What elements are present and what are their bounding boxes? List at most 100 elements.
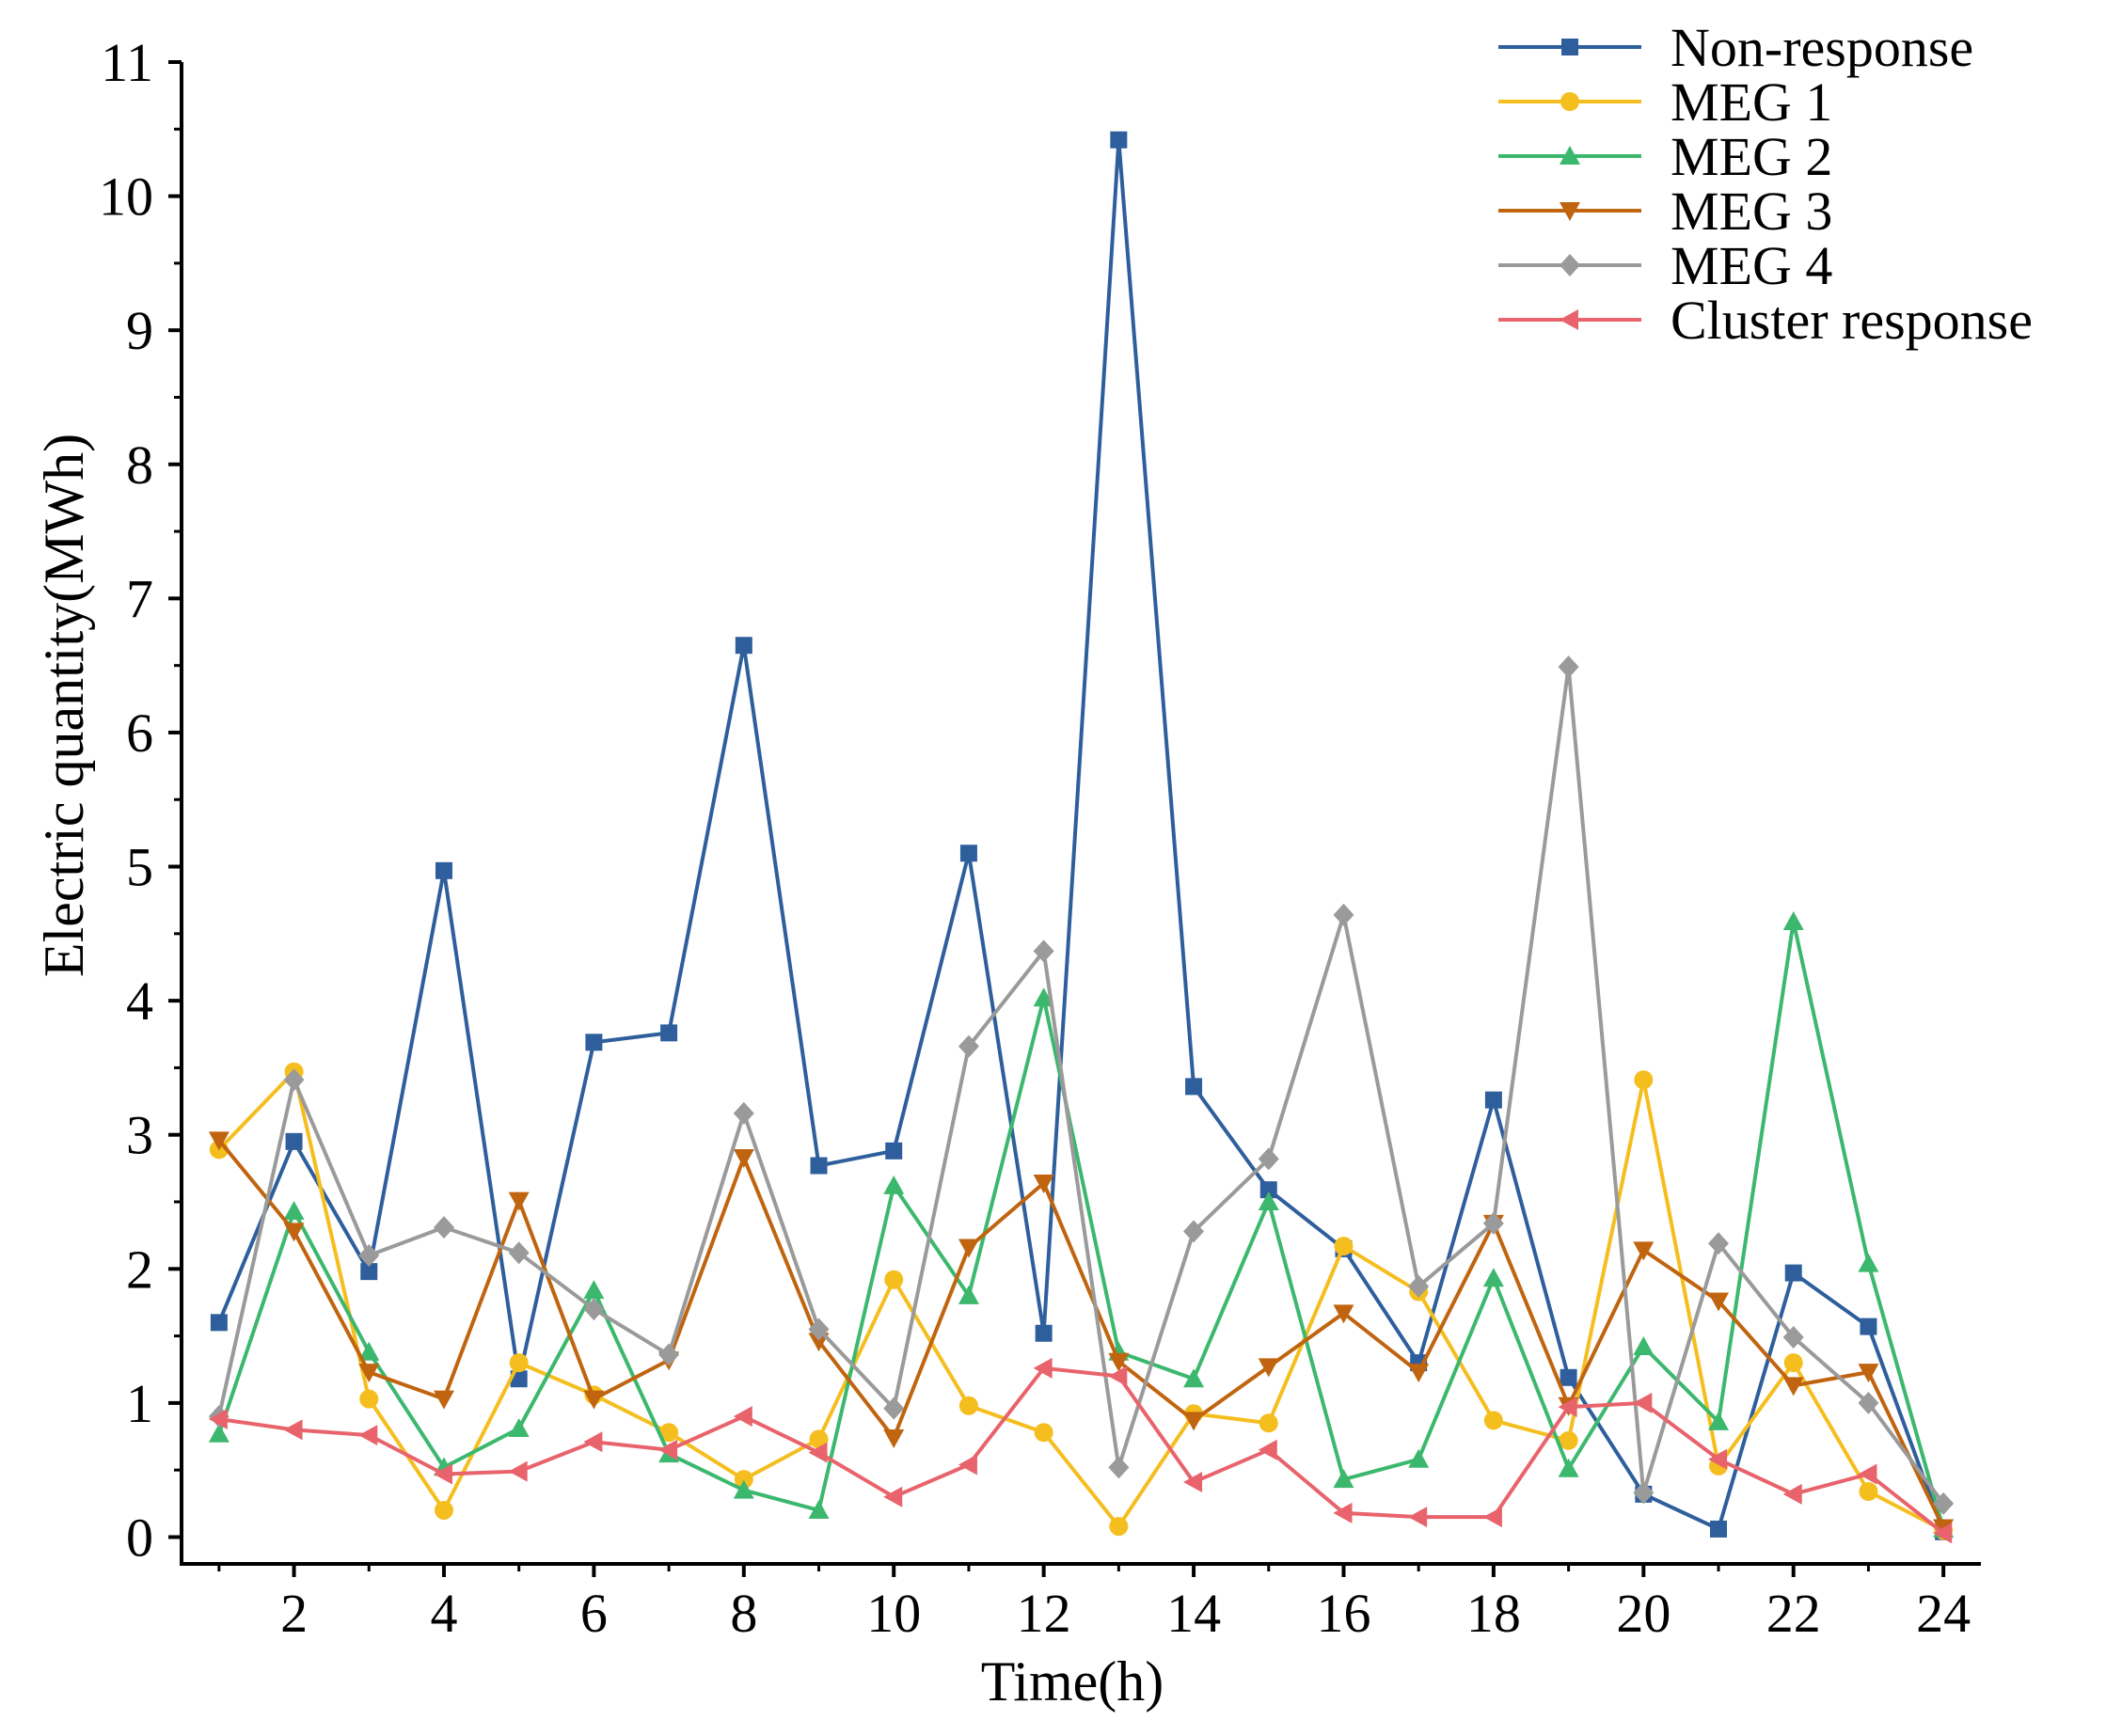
y-tick-label: 9 (126, 300, 153, 361)
data-point (208, 1423, 230, 1443)
data-point (508, 1460, 528, 1482)
data-point (1183, 1412, 1205, 1431)
x-tick-label: 14 (1166, 1583, 1221, 1644)
data-point (1708, 1448, 1728, 1470)
data-point (285, 1132, 303, 1150)
series-4 (208, 655, 1955, 1515)
y-tick-label: 2 (126, 1239, 153, 1300)
data-point (1558, 1397, 1577, 1418)
legend-label: MEG 3 (1671, 181, 1832, 242)
data-point (1259, 1181, 1277, 1199)
data-point (433, 1216, 454, 1239)
data-point (958, 1034, 979, 1058)
series-line (216, 919, 1946, 1530)
data-point (1558, 1458, 1579, 1477)
data-point (958, 1239, 979, 1258)
data-point (808, 1442, 828, 1463)
data-point (1259, 1413, 1278, 1433)
data-point (283, 1419, 303, 1441)
data-point (1483, 1411, 1503, 1430)
legend-label: MEG 2 (1671, 126, 1832, 187)
data-point (1558, 655, 1579, 679)
data-point (434, 1500, 453, 1520)
series-line (216, 665, 1945, 1506)
data-point (958, 1454, 977, 1476)
y-tick-label: 10 (99, 166, 153, 228)
data-point (958, 1285, 979, 1304)
data-point (1408, 1507, 1428, 1528)
data-point (1708, 1292, 1730, 1312)
data-point (1183, 1220, 1205, 1243)
data-point (1784, 1264, 1802, 1282)
data-point (208, 1409, 228, 1430)
series-line (217, 1139, 1945, 1529)
series-5 (208, 1357, 1953, 1544)
legend-marker (1560, 309, 1578, 330)
data-point (1185, 1078, 1203, 1096)
data-point (283, 1223, 305, 1242)
data-point (1782, 1483, 1802, 1505)
data-point (1782, 1326, 1804, 1349)
data-point (583, 1390, 605, 1410)
data-point (358, 1341, 380, 1361)
data-point (883, 1486, 903, 1507)
data-point (1782, 1377, 1804, 1397)
data-point (808, 1318, 830, 1341)
data-point (433, 1390, 454, 1410)
y-tick-label: 3 (126, 1105, 153, 1166)
data-point (808, 1333, 830, 1352)
data-point (734, 1470, 753, 1490)
data-point (660, 1024, 678, 1042)
data-point (1708, 1411, 1730, 1430)
data-point (1109, 1517, 1129, 1537)
data-point (435, 861, 452, 879)
data-point (810, 1157, 828, 1175)
data-point (1258, 1439, 1277, 1460)
data-point (1633, 1392, 1653, 1413)
data-point (1258, 1147, 1279, 1171)
data-point (809, 1429, 829, 1449)
legend-label: MEG 1 (1671, 71, 1832, 133)
data-point (733, 1148, 754, 1168)
y-tick-label: 5 (126, 837, 153, 898)
data-point (1033, 1357, 1053, 1379)
x-tick-label: 4 (430, 1583, 457, 1644)
data-point (1482, 1211, 1504, 1235)
legend-marker (1561, 39, 1578, 55)
data-point (210, 1314, 228, 1332)
data-point (808, 1499, 830, 1519)
data-point (1333, 903, 1354, 926)
data-point (508, 1192, 530, 1211)
data-point (1633, 1241, 1655, 1261)
data-point (1710, 1520, 1728, 1538)
data-point (1108, 1365, 1128, 1387)
x-axis-label: Time(h) (981, 1650, 1164, 1712)
legend-label: Non-response (1671, 17, 1973, 78)
data-point (1408, 1274, 1430, 1298)
data-point (583, 1431, 603, 1453)
legend-marker (1560, 254, 1580, 276)
data-point (883, 1428, 905, 1448)
y-tick-label: 11 (101, 32, 153, 93)
data-point (658, 1343, 680, 1366)
data-point (958, 1396, 978, 1415)
data-point (508, 1417, 530, 1437)
data-point (658, 1439, 678, 1460)
data-point (1858, 1463, 1877, 1485)
data-point (1108, 1456, 1130, 1479)
x-tick-label: 24 (1916, 1583, 1971, 1644)
data-point (283, 1200, 305, 1220)
data-point (1333, 1502, 1353, 1523)
data-point (1783, 1353, 1803, 1373)
y-tick-label: 6 (126, 702, 153, 764)
data-point (1482, 1507, 1502, 1528)
x-tick-label: 22 (1766, 1583, 1821, 1644)
data-point (1484, 1091, 1502, 1109)
data-point (1035, 1324, 1053, 1342)
data-point (735, 637, 752, 655)
data-point (1482, 1268, 1504, 1287)
data-point (1183, 1472, 1203, 1493)
legend-marker (1560, 202, 1580, 221)
data-point (885, 1142, 903, 1160)
